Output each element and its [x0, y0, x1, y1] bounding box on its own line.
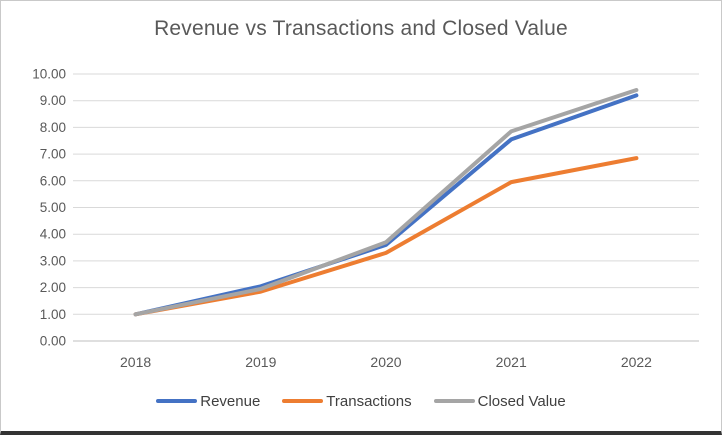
legend: Revenue Transactions Closed Value [1, 389, 721, 413]
x-tick-label: 2021 [496, 354, 527, 370]
y-tick-label: 3.00 [40, 253, 66, 268]
legend-label-closed-value: Closed Value [477, 392, 566, 410]
legend-line-marker-transactions [282, 398, 324, 404]
y-tick-label: 8.00 [40, 120, 66, 135]
legend-item-transactions: Transactions [282, 392, 412, 410]
series-line-revenue [133, 93, 639, 317]
legend-line-marker-revenue [156, 398, 198, 404]
y-tick-label: 2.00 [40, 280, 66, 295]
series-line-closed-value [133, 88, 639, 317]
chart-title: Revenue vs Transactions and Closed Value [154, 17, 568, 40]
series-line-transactions [133, 156, 639, 317]
y-tick-label: 10.00 [32, 67, 66, 82]
y-tick-label: 4.00 [40, 227, 66, 242]
y-tick-label: 0.00 [40, 334, 66, 349]
legend-label-transactions: Transactions [326, 392, 412, 410]
legend-item-revenue: Revenue [156, 393, 260, 410]
x-tick-label: 2020 [370, 354, 401, 370]
y-tick-label: 9.00 [40, 93, 66, 108]
y-tick-label: 6.00 [40, 173, 66, 188]
x-tick-label: 2019 [245, 354, 276, 370]
legend-line-marker-closed-value [433, 398, 475, 404]
x-tick-label: 2022 [621, 354, 652, 370]
legend-item-closed-value: Closed Value [433, 392, 566, 410]
legend-label-revenue: Revenue [200, 392, 261, 410]
y-tick-label: 5.00 [40, 200, 66, 215]
y-tick-label: 7.00 [40, 147, 66, 162]
y-tick-label: 1.00 [40, 307, 66, 322]
x-tick-label: 2018 [120, 354, 151, 370]
